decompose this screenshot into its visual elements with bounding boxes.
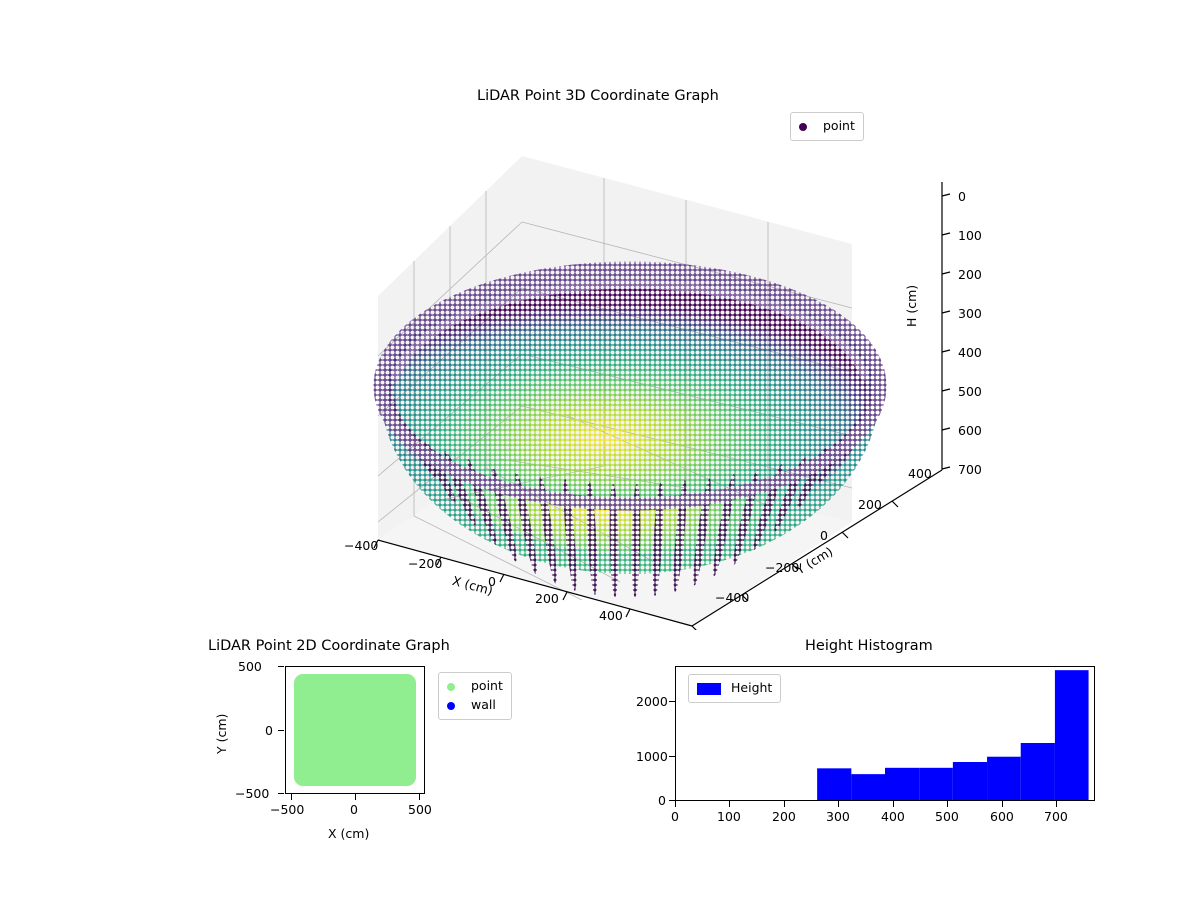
x-tick-mark-hist bbox=[893, 801, 895, 807]
y-tick-mark-hist bbox=[669, 756, 675, 758]
point-cloud-area bbox=[293, 674, 417, 786]
wall-marker-icon bbox=[447, 701, 455, 710]
z-tick-label-3d: 300 bbox=[958, 306, 982, 321]
legend-2d[interactable]: point wall bbox=[438, 672, 512, 720]
x-tick-label-2d: 0 bbox=[350, 802, 358, 817]
z-tick-label-3d: 600 bbox=[958, 423, 982, 438]
x-tick-label-hist: 400 bbox=[881, 809, 905, 824]
panel-3d-scatter: LiDAR Point 3D Coordinate Graph bbox=[330, 70, 982, 630]
x-tick-mark-hist bbox=[947, 801, 949, 807]
x-tick-mark-2d bbox=[419, 794, 421, 800]
height-bar-swatch-icon bbox=[697, 682, 721, 695]
z-tick-label-3d: 0 bbox=[958, 189, 966, 204]
x-tick-label-hist: 100 bbox=[717, 809, 741, 824]
y-tick-mark-2d bbox=[278, 793, 284, 795]
x-tick-label-3d: 400 bbox=[599, 608, 623, 623]
y-tick-label-hist: 0 bbox=[658, 793, 666, 808]
y-tick-mark-hist bbox=[669, 701, 675, 703]
legend-entry-point[interactable]: point bbox=[447, 677, 503, 696]
panel-height-histogram: Height Histogram 0 1000 2000 0 100 200 3… bbox=[620, 636, 1120, 866]
x-tick-mark-hist bbox=[729, 801, 731, 807]
y-tick-label-2d: 0 bbox=[265, 723, 273, 738]
legend-3d[interactable]: point bbox=[790, 112, 864, 141]
y-tick-label-hist: 2000 bbox=[636, 694, 668, 709]
z-tick-label-3d: 500 bbox=[958, 384, 982, 399]
y-tick-label-hist: 1000 bbox=[636, 749, 668, 764]
histogram-bar bbox=[817, 768, 852, 800]
page-title-3d: LiDAR Point 3D Coordinate Graph bbox=[477, 88, 719, 104]
y-tick-mark-hist bbox=[669, 800, 675, 802]
plot-2d-axes[interactable] bbox=[285, 666, 425, 794]
x-tick-label-3d: −200 bbox=[408, 556, 443, 571]
legend-entry-height[interactable]: Height bbox=[697, 679, 772, 698]
y-tick-label-2d: 500 bbox=[238, 659, 262, 674]
x-tick-label-hist: 500 bbox=[935, 809, 959, 824]
histogram-bar bbox=[952, 762, 988, 800]
y-tick-label-3d: −400 bbox=[715, 590, 750, 605]
z-tick-label-3d: 700 bbox=[958, 462, 982, 477]
legend-label: Height bbox=[731, 680, 773, 696]
x-tick-mark-hist bbox=[784, 801, 786, 807]
x-tick-label-3d: −400 bbox=[344, 538, 379, 553]
x-tick-mark-hist bbox=[1056, 801, 1058, 807]
x-tick-label-hist: 0 bbox=[671, 809, 679, 824]
x-tick-mark-hist bbox=[838, 801, 840, 807]
legend-label: wall bbox=[471, 697, 496, 713]
z-tick-label-3d: 400 bbox=[958, 345, 982, 360]
x-tick-label-3d: 0 bbox=[488, 574, 496, 589]
legend-label: point bbox=[823, 118, 855, 134]
histogram-bar bbox=[987, 756, 1021, 800]
x-tick-mark-2d bbox=[355, 794, 357, 800]
y-tick-mark-2d bbox=[278, 730, 284, 732]
x-tick-mark-2d bbox=[291, 794, 293, 800]
histogram-bars bbox=[817, 670, 1089, 800]
x-tick-label-hist: 200 bbox=[772, 809, 796, 824]
z-axis-label-3d: H (cm) bbox=[904, 284, 919, 327]
y-axis-label-2d: Y (cm) bbox=[214, 713, 229, 754]
point-marker-icon bbox=[799, 122, 807, 131]
x-tick-label-hist: 600 bbox=[990, 809, 1014, 824]
page-title-2d: LiDAR Point 2D Coordinate Graph bbox=[208, 638, 450, 654]
z-tick-label-3d: 200 bbox=[958, 267, 982, 282]
legend-entry-wall[interactable]: wall bbox=[447, 696, 503, 715]
histogram-bar bbox=[885, 767, 920, 800]
y-tick-mark-2d bbox=[278, 666, 284, 668]
y-tick-label-3d: 400 bbox=[908, 466, 932, 481]
histogram-bar bbox=[1020, 743, 1055, 800]
histogram-bar bbox=[919, 767, 953, 800]
histogram-bar bbox=[851, 774, 885, 800]
legend-histogram[interactable]: Height bbox=[688, 674, 782, 703]
y-tick-label-3d: −200 bbox=[765, 560, 800, 575]
y-tick-label-2d: −500 bbox=[235, 786, 270, 801]
x-tick-mark-hist bbox=[675, 801, 677, 807]
legend-entry-point[interactable]: point bbox=[799, 117, 855, 136]
panel-2d-scatter: LiDAR Point 2D Coordinate Graph 500 0 −5… bbox=[150, 636, 570, 866]
y-tick-label-3d: 0 bbox=[820, 528, 828, 543]
histogram-bar bbox=[1054, 670, 1089, 800]
x-tick-mark-hist bbox=[1002, 801, 1004, 807]
x-tick-label-3d: 200 bbox=[535, 591, 559, 606]
legend-label: point bbox=[471, 678, 503, 694]
z-tick-label-3d: 100 bbox=[958, 228, 982, 243]
plot-3d-axes bbox=[373, 156, 951, 630]
point-marker-icon bbox=[447, 682, 455, 691]
x-axis-label-2d: X (cm) bbox=[328, 826, 370, 841]
x-tick-label-hist: 300 bbox=[826, 809, 850, 824]
y-tick-label-3d: 200 bbox=[858, 497, 882, 512]
x-tick-label-hist: 700 bbox=[1044, 809, 1068, 824]
x-tick-label-2d: −500 bbox=[270, 802, 305, 817]
page-title-histogram: Height Histogram bbox=[805, 638, 933, 654]
x-tick-label-2d: 500 bbox=[408, 802, 432, 817]
